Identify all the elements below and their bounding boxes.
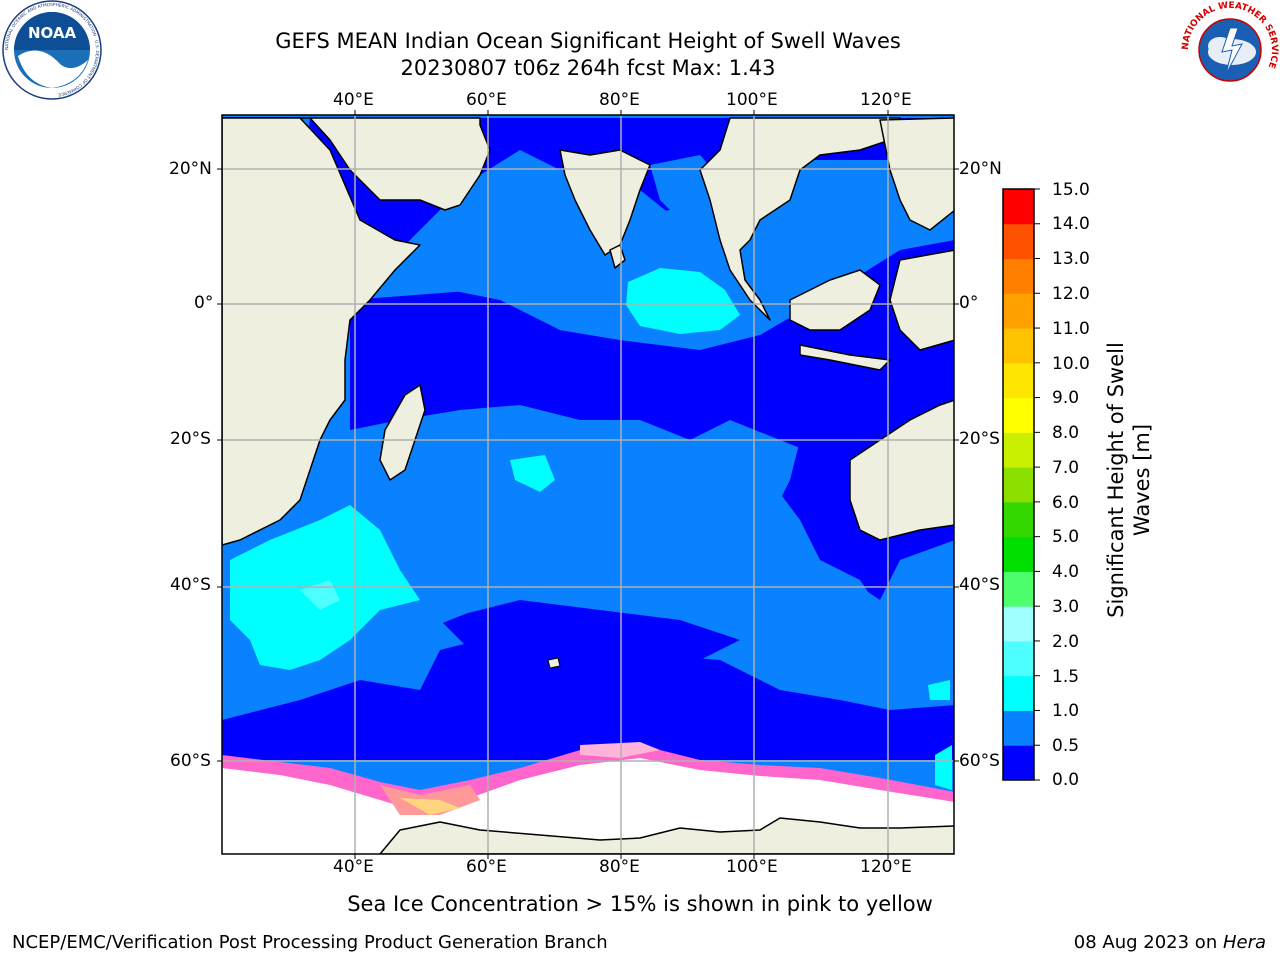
- colorbar-tick-label: 13.0: [1052, 249, 1090, 269]
- colorbar-segment: [1003, 293, 1034, 329]
- colorbar-title: Significant Height of Swell Waves [m]: [1103, 325, 1155, 635]
- colorbar-tick-label: 1.5: [1052, 667, 1080, 687]
- land-mass: [222, 117, 491, 211]
- colorbar-tick-label: 14.0: [1052, 214, 1090, 234]
- lat-label-left: 40°S: [170, 575, 211, 595]
- map-tick-marks: [217, 110, 959, 859]
- lon-label-top: 60°E: [466, 90, 507, 110]
- colorbar-tick-label: 8.0: [1052, 423, 1080, 443]
- footer-date-text: 08 Aug 2023 on: [1073, 932, 1223, 953]
- colorbar-segment: [1003, 189, 1034, 225]
- colorbar-segment: [1003, 675, 1034, 711]
- lon-label-bottom: 100°E: [726, 857, 778, 877]
- lon-label-bottom: 80°E: [599, 857, 640, 877]
- land-mass: [879, 117, 954, 231]
- swell-band-1.0-1.5: [935, 745, 952, 790]
- land-mass: [849, 399, 954, 541]
- land-mass: [547, 657, 561, 669]
- sea-ice-band: [580, 742, 660, 758]
- lat-label-right: 40°S: [959, 575, 1000, 595]
- lon-label-top: 80°E: [599, 90, 640, 110]
- land-mass: [559, 149, 651, 256]
- lat-label-right: 20°N: [959, 159, 1002, 179]
- land-mass: [799, 344, 891, 371]
- colorbar-tick-label: 7.0: [1052, 458, 1080, 478]
- lon-label-top: 40°E: [333, 90, 374, 110]
- svg-text:NOAA: NOAA: [28, 24, 77, 42]
- colorbar-tick-label: 12.0: [1052, 284, 1090, 304]
- swell-band-1.0-1.5: [626, 268, 740, 334]
- colorbar-tick-label: 9.0: [1052, 388, 1080, 408]
- colorbar-segment: [1003, 640, 1034, 677]
- colorbar-tick-label: 0.5: [1052, 736, 1080, 756]
- colorbar-segment: [1003, 536, 1034, 572]
- land-masses: [222, 117, 954, 854]
- noaa-logo: NOAA NATIONAL OCEANIC AND ATMOSPHERIC AD…: [2, 0, 102, 100]
- swell-band-1.0-1.5: [510, 455, 555, 492]
- colorbar-tick-label: 11.0: [1052, 319, 1090, 339]
- lat-label-left: 60°S: [170, 751, 211, 771]
- lon-label-top: 100°E: [726, 90, 778, 110]
- ocean-swell-field: [222, 115, 954, 854]
- footer-date: 08 Aug 2023 on Hera: [1074, 932, 1266, 954]
- map-frame: [221, 114, 955, 855]
- footer-credit: NCEP/EMC/Verification Post Processing Pr…: [12, 932, 608, 953]
- swell-band-0.0-0.5: [222, 630, 954, 760]
- colorbar-tick-label: 2.0: [1052, 632, 1080, 652]
- swell-band-1.0-1.5: [928, 680, 950, 700]
- land-mass: [379, 817, 954, 854]
- colorbar-title-line2: Waves [m]: [1130, 423, 1154, 537]
- lat-label-right: 60°S: [959, 751, 1000, 771]
- nws-logo: NATIONAL WEATHER SERVICE: [1181, 1, 1279, 97]
- colorbar-segment: [1003, 258, 1034, 294]
- lat-label-right: 0°: [959, 293, 979, 313]
- colorbar-title-line1: Significant Height of Swell: [1104, 342, 1128, 618]
- lon-label-bottom: 120°E: [860, 857, 912, 877]
- colorbar-segment: [1003, 328, 1034, 364]
- colorbar-tick-label: 5.0: [1052, 527, 1080, 547]
- colorbar-segment: [1003, 467, 1034, 503]
- lon-label-top: 120°E: [860, 90, 912, 110]
- land-mass: [789, 269, 881, 331]
- colorbar-tick-label: 1.0: [1052, 701, 1080, 721]
- colorbar: [1002, 188, 1040, 781]
- swell-band-0.5-1.0: [230, 460, 880, 700]
- colorbar-tick-label: 6.0: [1052, 493, 1080, 513]
- colorbar-segment: [1003, 223, 1034, 260]
- map-gridlines: [222, 115, 954, 854]
- lon-label-bottom: 60°E: [466, 857, 507, 877]
- land-mass: [222, 117, 421, 546]
- colorbar-tick-label: 15.0: [1052, 180, 1090, 200]
- colorbar-segment: [1003, 571, 1034, 607]
- colorbar-tick-label: 4.0: [1052, 562, 1080, 582]
- colorbar-segment: [1003, 745, 1034, 781]
- colorbar-segment: [1003, 432, 1034, 468]
- lat-label-left: 20°N: [169, 159, 212, 179]
- colorbar-segment: [1003, 606, 1034, 642]
- colorbar-frame: [1002, 188, 1035, 781]
- colorbar-segment: [1003, 397, 1034, 433]
- lat-label-left: 0°: [194, 293, 214, 313]
- swell-band-0.5-1.0: [880, 560, 954, 700]
- footer-host: Hera: [1222, 932, 1266, 953]
- land-mass: [889, 249, 954, 351]
- colorbar-segment: [1003, 501, 1034, 538]
- sea-ice-band: [400, 798, 460, 815]
- colorbar-tick-label: 10.0: [1052, 354, 1090, 374]
- chart-subtitle: 20230807 t06z 264h fcst Max: 1.43: [400, 56, 776, 80]
- lat-label-left: 20°S: [170, 429, 211, 449]
- swell-band-0.0-0.5: [440, 600, 740, 660]
- sea-ice-caption: Sea Ice Concentration > 15% is shown in …: [347, 892, 933, 916]
- lon-label-bottom: 40°E: [333, 857, 374, 877]
- chart-title: GEFS MEAN Indian Ocean Significant Heigh…: [275, 29, 901, 53]
- colorbar-segment: [1003, 362, 1034, 399]
- colorbar-tick-label: 0.0: [1052, 770, 1080, 790]
- lat-label-right: 20°S: [959, 429, 1000, 449]
- colorbar-segment: [1003, 710, 1034, 746]
- colorbar-tick-label: 3.0: [1052, 597, 1080, 617]
